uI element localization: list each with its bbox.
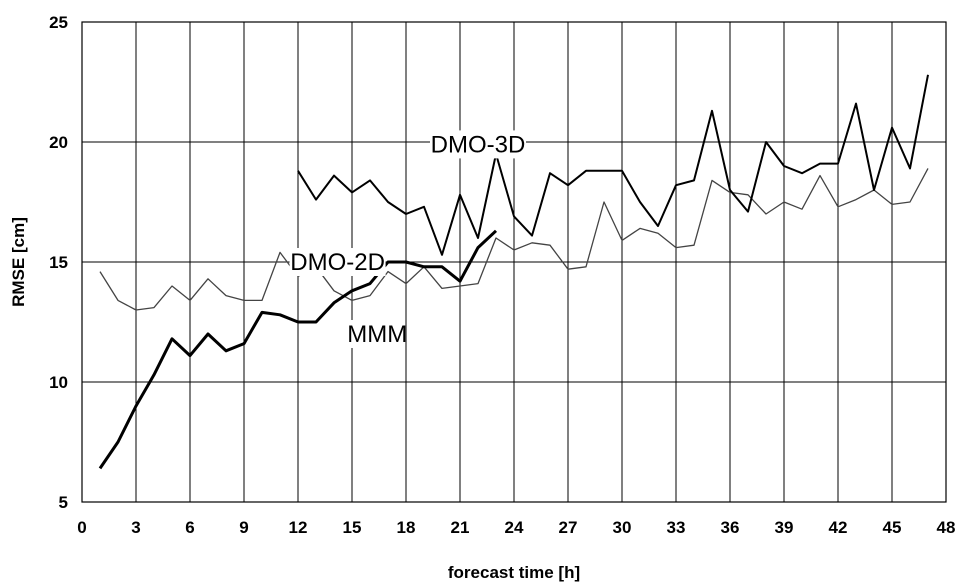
y-tick-label: 10 bbox=[49, 373, 68, 392]
y-tick-label: 20 bbox=[49, 133, 68, 152]
series-line-mmm bbox=[98, 229, 498, 470]
x-tick-label: 30 bbox=[613, 518, 632, 537]
series-line-dmo-2d bbox=[99, 168, 929, 311]
x-tick-label: 27 bbox=[559, 518, 578, 537]
x-tick-label: 21 bbox=[451, 518, 470, 537]
series-line-dmo-3d bbox=[297, 74, 929, 256]
series-labels: DMO-2D DMO-3D MMM bbox=[289, 130, 526, 348]
series-label-dmo-3d: DMO-3D bbox=[431, 131, 526, 158]
y-tick-label: 5 bbox=[59, 493, 68, 512]
series-lines bbox=[98, 74, 929, 470]
series-label-bg bbox=[350, 320, 405, 348]
x-tick-label: 39 bbox=[775, 518, 794, 537]
x-tick-label: 3 bbox=[131, 518, 140, 537]
x-tick-label: 33 bbox=[667, 518, 686, 537]
x-tick-label: 24 bbox=[505, 518, 524, 537]
x-tick-label: 6 bbox=[185, 518, 194, 537]
y-tick-label: 15 bbox=[49, 253, 68, 272]
x-axis-title: forecast time [h] bbox=[448, 563, 580, 582]
x-tick-label: 15 bbox=[343, 518, 362, 537]
x-tick-label: 0 bbox=[77, 518, 86, 537]
series-label-dmo-2d: DMO-2D bbox=[290, 249, 385, 276]
x-tick-label: 42 bbox=[829, 518, 848, 537]
x-tick-label: 36 bbox=[721, 518, 740, 537]
x-tick-label: 9 bbox=[239, 518, 248, 537]
series-label-bg bbox=[430, 130, 526, 159]
y-tick-labels: 5 10 15 20 25 bbox=[49, 13, 68, 512]
plot-frame bbox=[81, 21, 947, 503]
x-tick-labels: 0 3 6 9 12 15 18 21 24 27 30 33 36 39 42 45 48 bbox=[77, 518, 955, 537]
x-tick-label: 48 bbox=[937, 518, 956, 537]
x-tick-label: 12 bbox=[289, 518, 308, 537]
x-tick-label: 45 bbox=[883, 518, 902, 537]
x-tick-label: 18 bbox=[397, 518, 416, 537]
y-tick-label: 25 bbox=[49, 13, 68, 32]
grid bbox=[81, 21, 947, 503]
series-label-bg bbox=[289, 248, 386, 276]
series-label-mmm: MMM bbox=[347, 321, 407, 348]
y-axis-title: RMSE [cm] bbox=[9, 217, 28, 307]
